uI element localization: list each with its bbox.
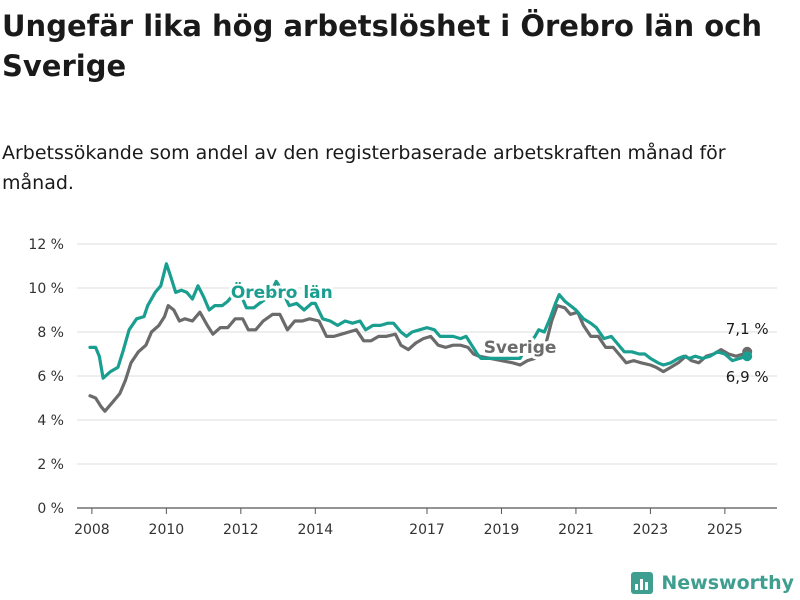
y-axis: 0 % 2 % 4 % 6 % 8 % 10 % 12 % bbox=[28, 237, 64, 517]
x-tick-label: 2008 bbox=[74, 522, 110, 538]
x-tick-label: 2012 bbox=[223, 522, 259, 538]
y-tick-label: 12 % bbox=[28, 237, 64, 253]
series-line-sverige bbox=[88, 304, 749, 413]
series-line-orebro bbox=[88, 262, 749, 380]
series-labels: Örebro län Sverige 7,1 % 6,9 % bbox=[228, 278, 769, 386]
x-tick-label: 2023 bbox=[633, 522, 669, 538]
series-label-sverige: Sverige bbox=[484, 338, 557, 358]
grid-lines bbox=[77, 243, 777, 509]
x-tick-label: 2019 bbox=[484, 522, 520, 538]
bar-chart-icon bbox=[631, 572, 654, 594]
x-tick-label: 2025 bbox=[707, 522, 743, 538]
brand-logo: Newsworthy bbox=[631, 572, 794, 594]
x-tick-label: 2017 bbox=[409, 522, 445, 538]
x-tick-label: 2021 bbox=[558, 522, 594, 538]
end-label-sverige: 7,1 % bbox=[726, 320, 769, 338]
y-tick-label: 2 % bbox=[37, 457, 64, 473]
y-tick-label: 0 % bbox=[37, 501, 64, 517]
y-tick-label: 10 % bbox=[28, 281, 64, 297]
y-tick-label: 4 % bbox=[37, 413, 64, 429]
y-tick-label: 8 % bbox=[37, 325, 64, 341]
series-label-orebro: Örebro län bbox=[231, 281, 333, 303]
x-axis: 2008 2010 2012 2014 2017 2019 2021 2023 2025 bbox=[74, 508, 743, 538]
brand-name: Newsworthy bbox=[661, 572, 794, 594]
end-point-orebro bbox=[742, 351, 753, 362]
chart-title: Ungefär lika hög arbetslöshet i Örebro l… bbox=[2, 9, 763, 83]
y-tick-label: 6 % bbox=[37, 369, 64, 385]
x-tick-label: 2010 bbox=[149, 522, 185, 538]
end-label-orebro: 6,9 % bbox=[726, 368, 769, 386]
x-tick-label: 2014 bbox=[297, 522, 333, 538]
chart-subtitle: Arbetssökande som andel av den registerb… bbox=[2, 142, 726, 194]
series-lines bbox=[88, 262, 753, 413]
